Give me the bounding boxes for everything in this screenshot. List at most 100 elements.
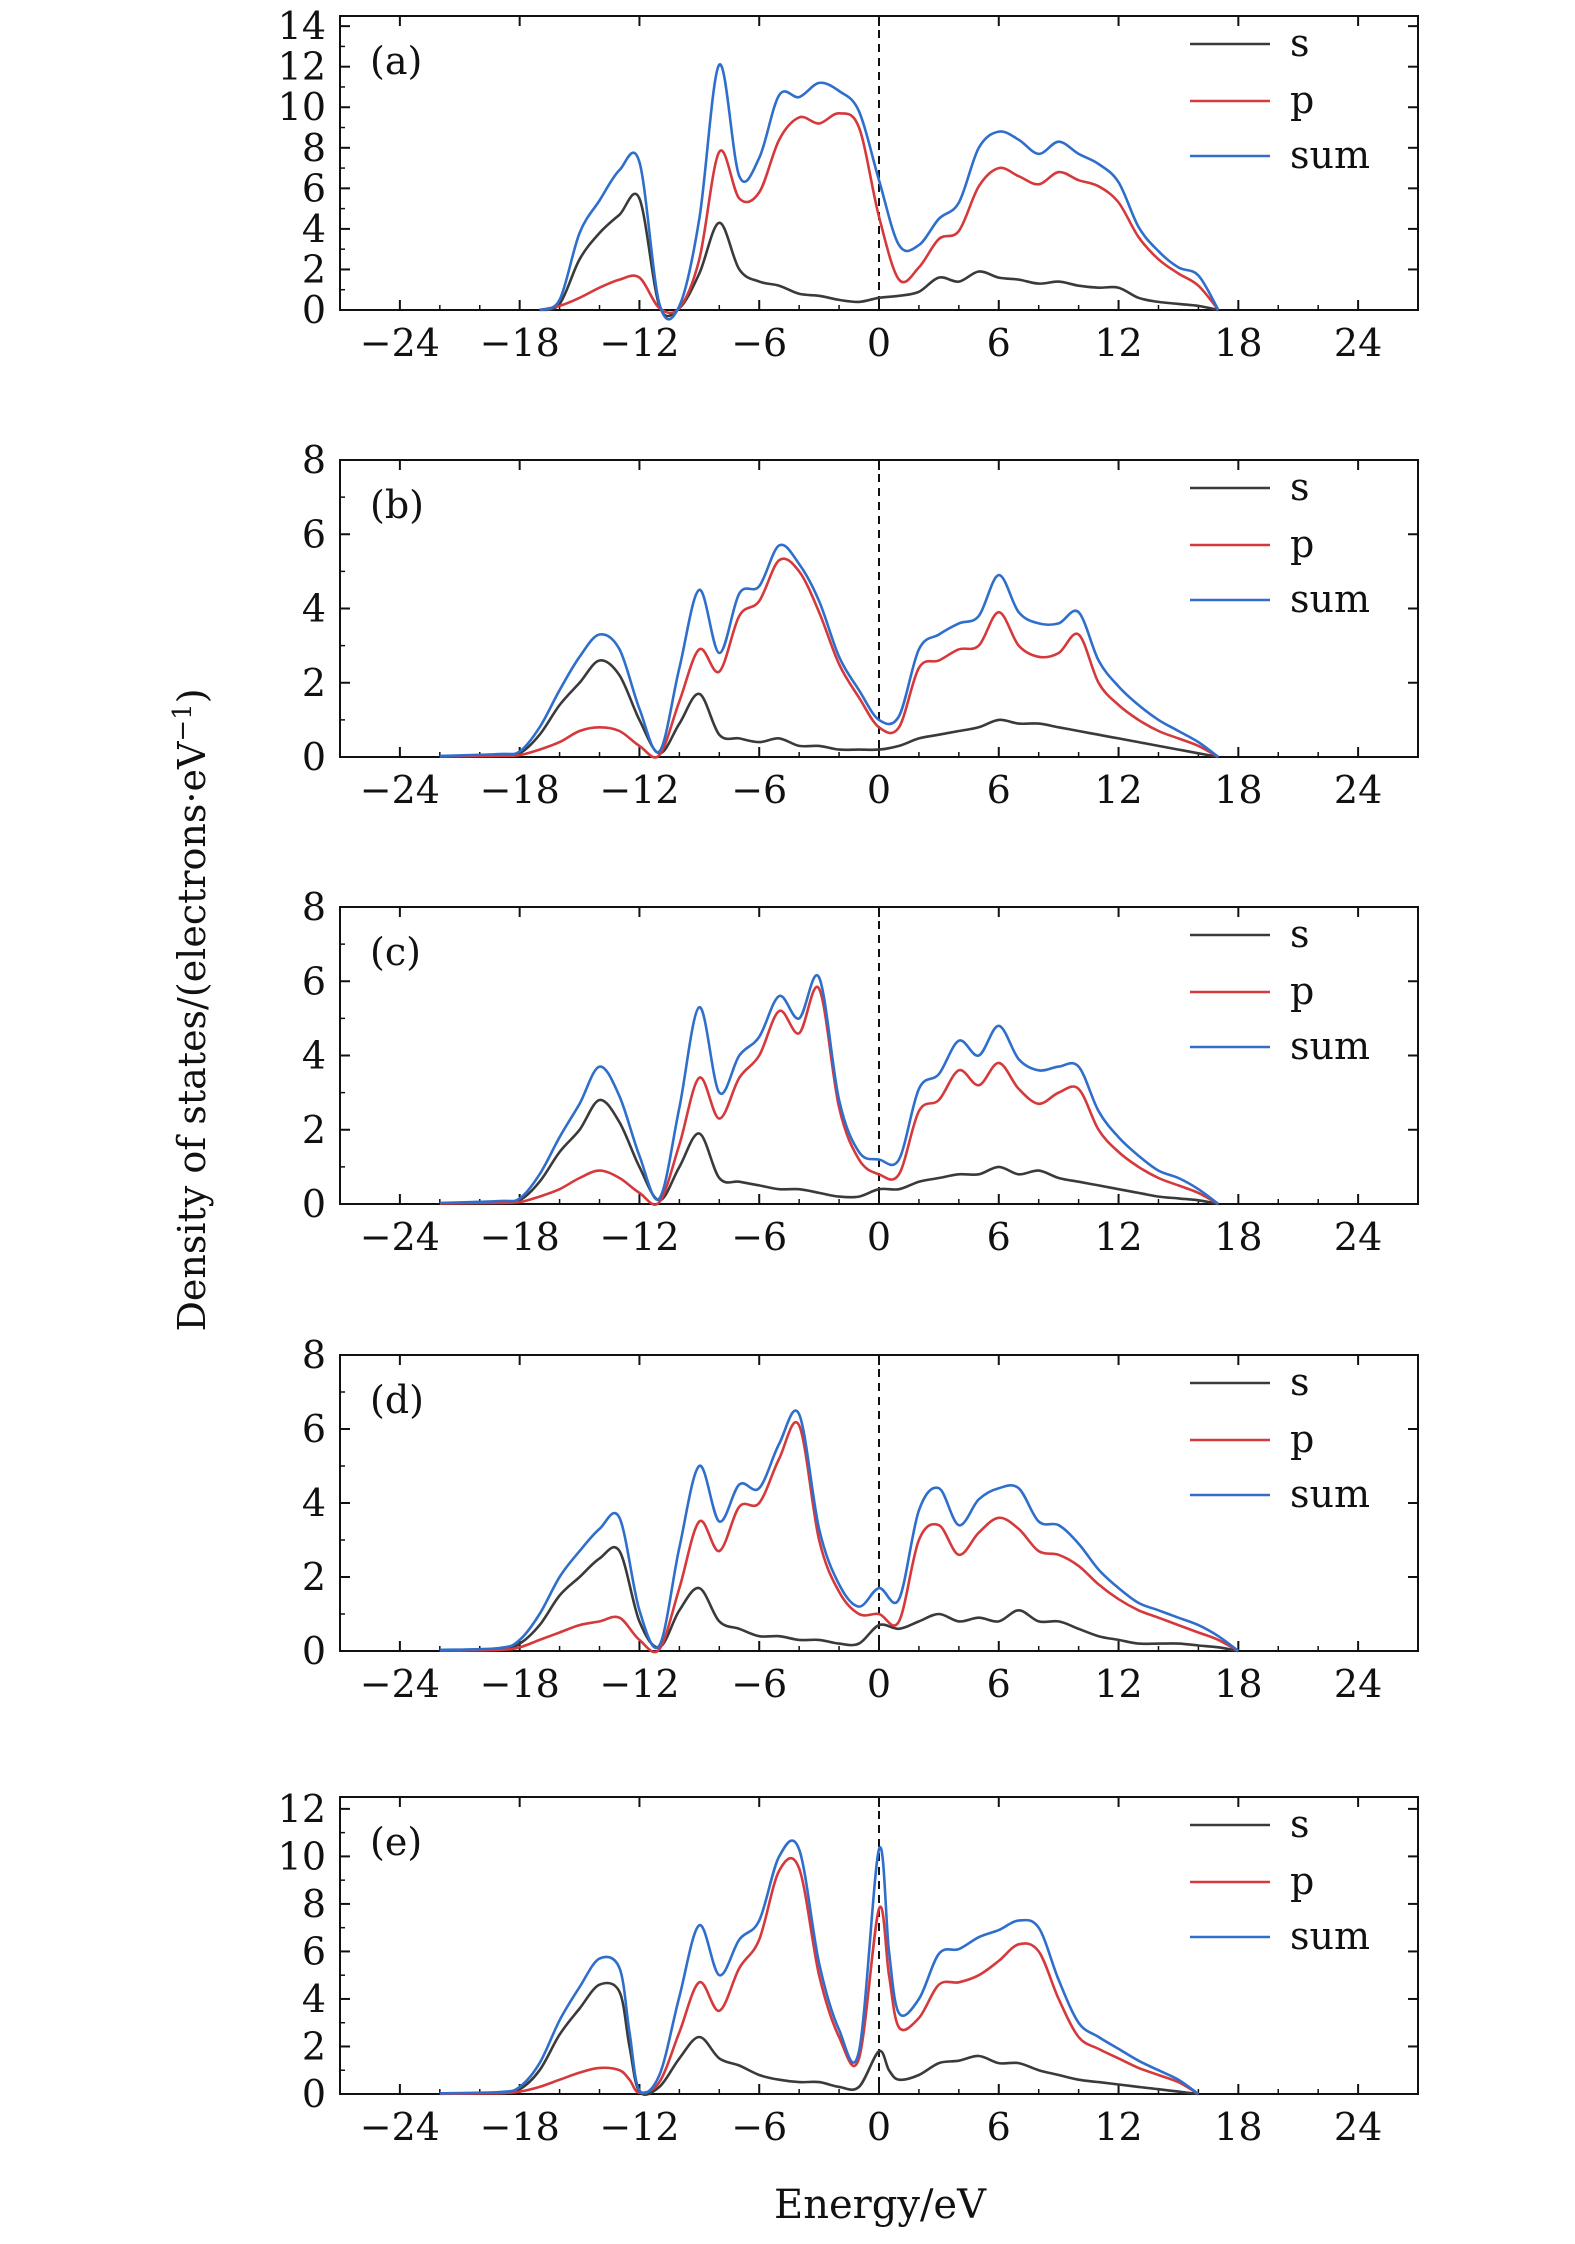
x-tick-label: 24 bbox=[1334, 1662, 1382, 1706]
x-tick-label: −12 bbox=[599, 768, 679, 812]
legend-label-sum: sum bbox=[1290, 133, 1370, 177]
x-tick-label: 24 bbox=[1334, 768, 1382, 812]
x-tick-label: 18 bbox=[1214, 321, 1262, 365]
x-tick-label: 24 bbox=[1334, 2105, 1382, 2149]
x-tick-label: −24 bbox=[360, 2105, 440, 2149]
x-tick-label: 12 bbox=[1094, 1215, 1142, 1259]
legend-label-s: s bbox=[1290, 21, 1310, 65]
x-tick-label: 18 bbox=[1214, 1662, 1262, 1706]
x-tick-label: 18 bbox=[1214, 2105, 1262, 2149]
series-line-s bbox=[439, 1981, 1199, 2096]
y-tick-label: 0 bbox=[302, 735, 326, 779]
y-tick-label: 0 bbox=[302, 1629, 326, 1673]
panel-label: (d) bbox=[370, 1378, 424, 1422]
y-tick-label: 10 bbox=[278, 1834, 326, 1878]
panel-label: (e) bbox=[370, 1820, 422, 1864]
y-tick-label: 8 bbox=[302, 1333, 326, 1377]
x-tick-label: −12 bbox=[599, 321, 679, 365]
series-line-p bbox=[539, 112, 1220, 315]
series-line-p bbox=[439, 985, 1220, 1206]
x-tick-label: 12 bbox=[1094, 321, 1142, 365]
series-line-s bbox=[539, 192, 1219, 318]
x-tick-label: −18 bbox=[480, 2105, 560, 2149]
legend-label-sum: sum bbox=[1290, 577, 1370, 621]
legend-label-p: p bbox=[1290, 1859, 1314, 1903]
x-tick-label: −24 bbox=[360, 1662, 440, 1706]
y-tick-label: 2 bbox=[302, 661, 326, 705]
series-line-s bbox=[439, 659, 1219, 759]
y-tick-label: 12 bbox=[278, 1787, 326, 1831]
panel-label: (b) bbox=[370, 483, 424, 527]
series-line-sum bbox=[539, 63, 1220, 321]
y-tick-label: 6 bbox=[302, 512, 326, 556]
series-line-sum bbox=[439, 1839, 1200, 2096]
x-tick-label: −6 bbox=[731, 2105, 787, 2149]
y-tick-label: 0 bbox=[302, 1182, 326, 1226]
x-tick-label: 18 bbox=[1214, 1215, 1262, 1259]
y-tick-label: 2 bbox=[302, 2024, 326, 2068]
x-tick-label: −18 bbox=[480, 1662, 560, 1706]
x-tick-label: 6 bbox=[987, 2105, 1011, 2149]
series-line-s bbox=[439, 1098, 1219, 1206]
x-tick-label: −6 bbox=[731, 1215, 787, 1259]
x-tick-label: −18 bbox=[480, 768, 560, 812]
x-tick-label: 0 bbox=[867, 1662, 891, 1706]
x-tick-label: 0 bbox=[867, 1215, 891, 1259]
x-tick-label: −12 bbox=[599, 2105, 679, 2149]
y-tick-label: 8 bbox=[302, 126, 326, 170]
legend-label-s: s bbox=[1290, 1360, 1310, 1404]
x-tick-label: −12 bbox=[599, 1662, 679, 1706]
y-tick-label: 12 bbox=[278, 45, 326, 89]
y-tick-label: 6 bbox=[302, 166, 326, 210]
x-tick-label: 6 bbox=[987, 768, 1011, 812]
y-tick-label: 4 bbox=[302, 587, 326, 631]
x-axis-label: Energy/eV bbox=[774, 2182, 987, 2228]
y-tick-label: 8 bbox=[302, 438, 326, 482]
panel-label: (c) bbox=[370, 930, 421, 974]
x-tick-label: −18 bbox=[480, 321, 560, 365]
x-tick-label: −6 bbox=[731, 1662, 787, 1706]
y-tick-label: 2 bbox=[302, 1555, 326, 1599]
x-tick-label: 6 bbox=[987, 321, 1011, 365]
x-tick-label: −18 bbox=[480, 1215, 560, 1259]
x-tick-label: 12 bbox=[1094, 768, 1142, 812]
x-tick-label: 6 bbox=[987, 1662, 1011, 1706]
y-tick-label: 0 bbox=[302, 288, 326, 332]
x-tick-label: −24 bbox=[360, 768, 440, 812]
x-tick-label: 6 bbox=[987, 1215, 1011, 1259]
x-tick-label: 24 bbox=[1334, 1215, 1382, 1259]
y-axis-label: Density of states/(electrons·eV−1) bbox=[168, 688, 214, 1331]
x-tick-label: 24 bbox=[1334, 321, 1382, 365]
legend-label-p: p bbox=[1290, 78, 1314, 122]
series-line-p bbox=[439, 557, 1220, 759]
x-tick-label: 0 bbox=[867, 321, 891, 365]
legend-label-sum: sum bbox=[1290, 1914, 1370, 1958]
y-tick-label: 2 bbox=[302, 247, 326, 291]
x-tick-label: −6 bbox=[731, 321, 787, 365]
series-line-sum bbox=[439, 973, 1220, 1206]
series-line-s bbox=[439, 1545, 1239, 1653]
x-tick-label: 0 bbox=[867, 768, 891, 812]
y-tick-label: 8 bbox=[302, 885, 326, 929]
y-tick-label: 6 bbox=[302, 1407, 326, 1451]
x-tick-label: 12 bbox=[1094, 2105, 1142, 2149]
y-tick-label: 0 bbox=[302, 2072, 326, 2116]
series-line-sum bbox=[439, 1409, 1240, 1653]
y-tick-label: 4 bbox=[302, 1977, 326, 2021]
legend-label-p: p bbox=[1290, 969, 1314, 1013]
y-tick-label: 4 bbox=[302, 207, 326, 251]
legend-label-s: s bbox=[1290, 1802, 1310, 1846]
panel-label: (a) bbox=[370, 39, 422, 83]
x-tick-label: 0 bbox=[867, 2105, 891, 2149]
y-tick-label: 6 bbox=[302, 1929, 326, 1973]
series-line-p bbox=[439, 1421, 1239, 1654]
legend-label-sum: sum bbox=[1290, 1024, 1370, 1068]
x-tick-label: −6 bbox=[731, 768, 787, 812]
x-tick-label: 18 bbox=[1214, 768, 1262, 812]
legend-label-p: p bbox=[1290, 1417, 1314, 1461]
x-tick-label: 12 bbox=[1094, 1662, 1142, 1706]
